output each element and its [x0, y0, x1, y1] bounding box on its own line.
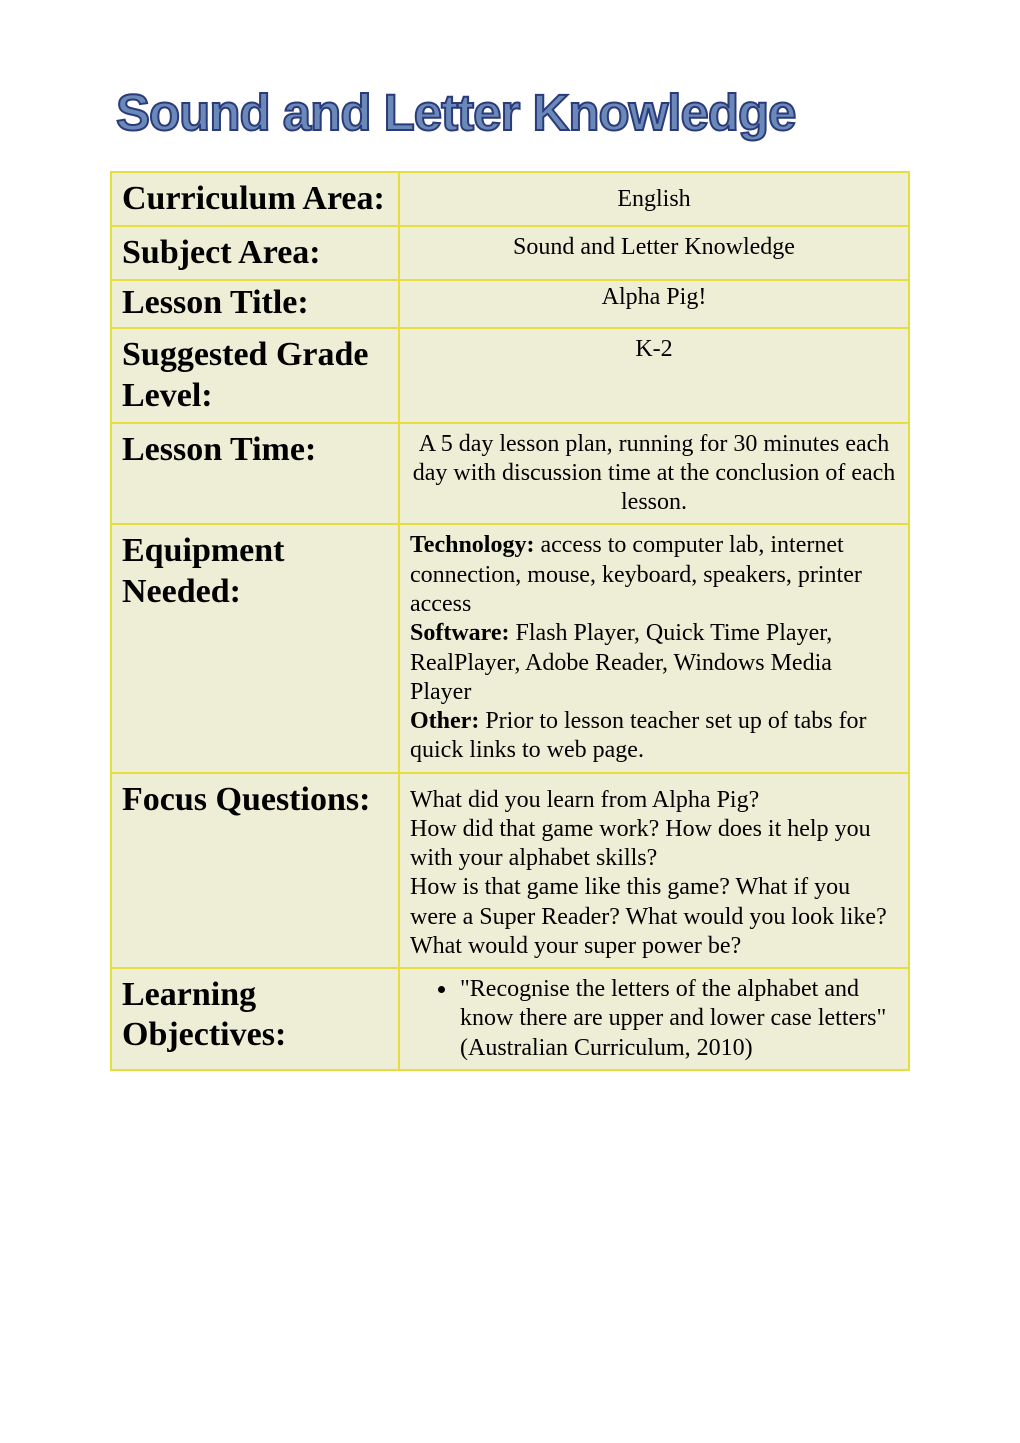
- value-equipment: Technology: access to computer lab, inte…: [399, 524, 909, 772]
- equipment-other-text: Prior to lesson teacher set up of tabs f…: [410, 708, 867, 763]
- label-grade: Suggested Grade Level:: [111, 328, 399, 422]
- value-subject: Sound and Letter Knowledge: [399, 226, 909, 280]
- label-focus: Focus Questions:: [111, 773, 399, 969]
- row-time: Lesson Time: A 5 day lesson plan, runnin…: [111, 423, 909, 525]
- label-curriculum: Curriculum Area:: [111, 172, 399, 226]
- objectives-list: "Recognise the letters of the alphabet a…: [410, 975, 898, 1063]
- label-subject: Subject Area:: [111, 226, 399, 280]
- row-subject: Subject Area: Sound and Letter Knowledge: [111, 226, 909, 280]
- page-container: Sound and Letter Knowledge Curriculum Ar…: [0, 0, 1020, 1443]
- value-grade: K-2: [399, 328, 909, 422]
- row-equipment: Equipment Needed: Technology: access to …: [111, 524, 909, 772]
- value-time: A 5 day lesson plan, running for 30 minu…: [399, 423, 909, 525]
- row-title: Lesson Title: Alpha Pig!: [111, 280, 909, 328]
- equipment-soft-label: Software:: [410, 620, 510, 646]
- row-grade: Suggested Grade Level: K-2: [111, 328, 909, 422]
- value-curriculum: English: [399, 172, 909, 226]
- focus-q2: How did that game work? How does it help…: [410, 816, 871, 871]
- value-title: Alpha Pig!: [399, 280, 909, 328]
- value-focus: What did you learn from Alpha Pig? How d…: [399, 773, 909, 969]
- label-objectives: Learning Objectives:: [111, 968, 399, 1070]
- focus-q1: What did you learn from Alpha Pig?: [410, 787, 759, 813]
- label-equipment: Equipment Needed:: [111, 524, 399, 772]
- row-focus: Focus Questions: What did you learn from…: [111, 773, 909, 969]
- focus-q3: How is that game like this game? What if…: [410, 874, 887, 959]
- page-title: Sound and Letter Knowledge: [116, 85, 910, 141]
- label-title: Lesson Title:: [111, 280, 399, 328]
- row-objectives: Learning Objectives: "Recognise the lett…: [111, 968, 909, 1070]
- equipment-tech-label: Technology:: [410, 532, 534, 558]
- equipment-other-label: Other:: [410, 708, 479, 734]
- value-objectives: "Recognise the letters of the alphabet a…: [399, 968, 909, 1070]
- label-time: Lesson Time:: [111, 423, 399, 525]
- objective-item: "Recognise the letters of the alphabet a…: [458, 975, 898, 1063]
- lesson-plan-table: Curriculum Area: English Subject Area: S…: [110, 171, 910, 1071]
- row-curriculum: Curriculum Area: English: [111, 172, 909, 226]
